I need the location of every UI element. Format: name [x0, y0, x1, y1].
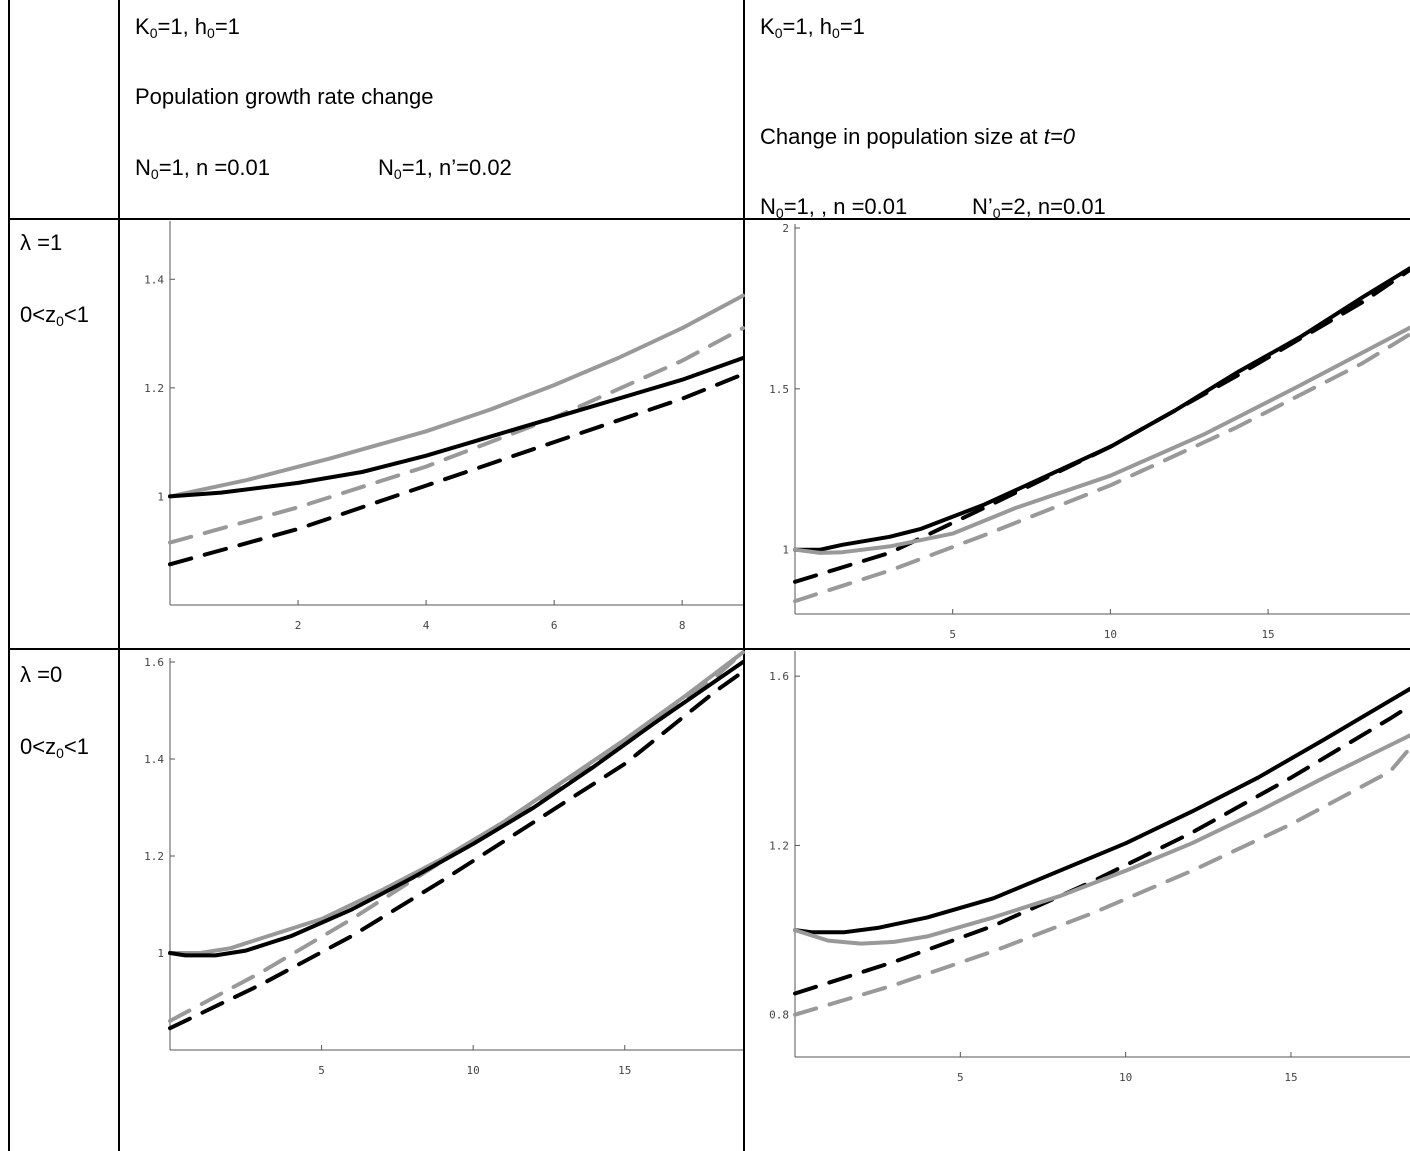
x-tick-label: 5 [957, 1071, 964, 1084]
x-tick-label: 15 [1284, 1071, 1297, 1084]
y-tick-label: 1 [157, 490, 164, 503]
grey-solid-line [168, 293, 745, 499]
col2-params: K0=1, h0=1 [135, 14, 240, 41]
grey-dashed-line [168, 326, 745, 545]
row2-z-label: 0<z0<1 [20, 734, 89, 761]
row1-lambda-label: λ =1 [20, 230, 63, 255]
row2-lambda-label: λ =0 [20, 662, 63, 687]
col2-legend-a: N0=1, n =0.01 [135, 155, 271, 182]
y-tick-label: 1.2 [769, 839, 789, 852]
black-dashed-line [168, 669, 745, 1031]
y-tick-label: 0.8 [769, 1009, 789, 1022]
col2-legend-b: N0=1, n’=0.02 [378, 155, 512, 182]
black-solid-line [793, 266, 1410, 552]
black-dashed-line [168, 372, 745, 567]
y-tick-label: 1 [157, 947, 164, 960]
col2-title: Population growth rate change [135, 84, 434, 109]
col3-legend-a: N0=1, , n =0.01 [760, 194, 908, 221]
table-divider-col1 [118, 0, 120, 1151]
black-dashed-line [793, 703, 1410, 996]
chart-population-size-lambda0: 0.8 1.2 1.6 5 10 15 [769, 651, 1410, 1084]
table-divider-col2 [743, 0, 745, 1151]
grey-dashed-line [793, 332, 1410, 604]
x-tick-label: 10 [467, 1064, 480, 1077]
y-tick-label: 1.2 [144, 382, 164, 395]
y-tick-label: 2 [782, 222, 789, 235]
grey-dashed-line [168, 650, 745, 1023]
table-border-left [8, 0, 10, 1151]
y-tick-label: 1.2 [144, 850, 164, 863]
black-solid-line [793, 686, 1410, 935]
black-solid-line [168, 660, 745, 958]
grey-solid-line [793, 325, 1410, 555]
x-tick-label: 10 [1104, 628, 1117, 641]
x-tick-label: 8 [679, 619, 686, 632]
y-tick-label: 1.6 [769, 670, 789, 683]
y-tick-label: 1.4 [144, 273, 164, 286]
col3-legend-b: N’0=2, n=0.01 [972, 194, 1106, 221]
black-dashed-line [793, 267, 1410, 584]
grey-solid-line [168, 650, 745, 955]
grey-dashed-line [793, 746, 1410, 1017]
grey-solid-line [793, 733, 1410, 946]
x-tick-label: 5 [949, 628, 956, 641]
x-tick-label: 15 [618, 1064, 631, 1077]
x-tick-label: 2 [295, 619, 302, 632]
row1-z-label: 0<z0<1 [20, 302, 89, 329]
col3-params: K0=1, h0=1 [760, 14, 865, 41]
x-tick-label: 10 [1119, 1071, 1132, 1084]
y-tick-label: 1.4 [144, 753, 164, 766]
table-divider-row1 [8, 648, 1410, 650]
x-tick-label: 6 [551, 619, 558, 632]
table-divider-header [8, 218, 1410, 220]
black-solid-line [168, 356, 745, 499]
x-tick-label: 4 [423, 619, 430, 632]
y-tick-label: 1 [782, 544, 789, 557]
chart-growth-rate-lambda0: 1 1.2 1.4 1.6 5 10 15 [144, 650, 745, 1077]
y-tick-label: 1.5 [769, 383, 789, 396]
x-tick-label: 15 [1261, 628, 1274, 641]
x-tick-label: 5 [318, 1064, 325, 1077]
chart-population-size-lambda1: 1 1.5 2 5 10 15 [769, 222, 1410, 641]
col3-title: Change in population size at t=0 [760, 124, 1075, 149]
y-tick-label: 1.6 [144, 656, 164, 669]
chart-growth-rate-lambda1: 1 1.2 1.4 2 4 6 8 [144, 221, 745, 632]
